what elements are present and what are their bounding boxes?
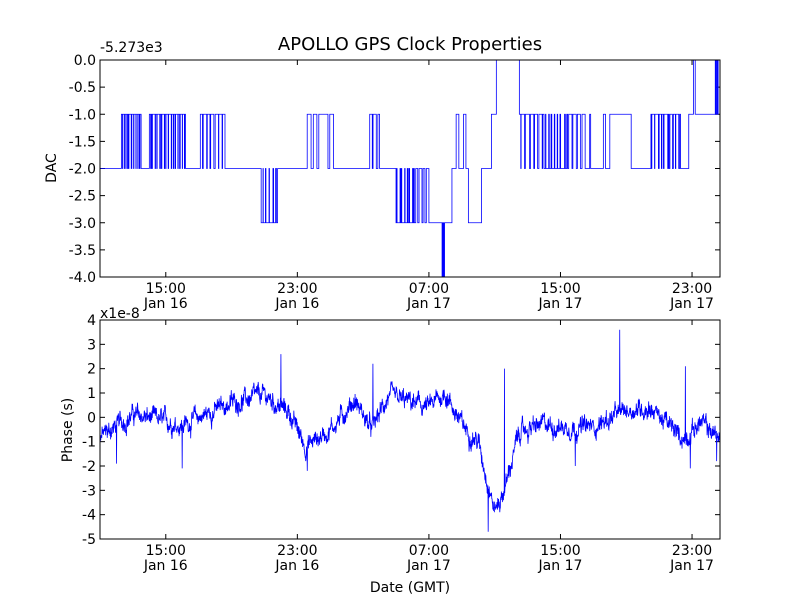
dac-ytick-group: 0.0 -0.5 -1.0 -1.5 -2.0 -2.5 -3.0 -3.5 -4.0 [69,53,720,286]
phase-ytick-label: -5 [82,532,96,548]
dac-xtick-date: Jan 16 [274,296,319,312]
dac-ytick-label: 0.0 [74,53,96,69]
dac-xtick-date: Jan 17 [669,296,714,312]
phase-ytick-label: 3 [87,337,96,353]
phase-xtick-time: 23:00 [277,543,317,559]
dac-xtick-date: Jan 16 [143,296,188,312]
phase-xtick-time: 15:00 [540,543,580,559]
dac-panel: -5.273e3 DAC 0.0 -0.5 -1.0 -1.5 -2.0 -2.5 -3.0… [44,40,721,312]
phase-xtick-date: Jan 17 [669,558,714,574]
dac-ytick-label: -1.5 [69,134,96,150]
dac-xtick-time: 23:00 [672,281,712,297]
dac-ylabel: DAC [44,153,60,183]
dac-xtick-date: Jan 17 [538,296,583,312]
phase-ytick-label: -3 [82,483,96,499]
dac-series-line [100,59,719,278]
phase-ytick-label: 1 [87,386,96,402]
dac-xtick-time: 07:00 [409,281,449,297]
dac-ytick-label: -1.0 [69,107,96,123]
phase-ytick-label: 0 [87,410,96,426]
chart-title: APOLLO GPS Clock Properties [278,34,542,55]
dac-ytick-label: -3.0 [69,216,96,232]
phase-xlabel: Date (GMT) [370,580,450,596]
dac-xtick-time: 15:00 [540,281,580,297]
dac-ytick-label: -0.5 [69,80,96,96]
dac-ytick-label: -4.0 [69,270,96,286]
dac-xtick-time: 23:00 [277,281,317,297]
phase-xtick-date: Jan 17 [406,558,451,574]
dac-axes-frame [99,59,721,278]
phase-xtick-date: Jan 17 [538,558,583,574]
phase-ytick-label: 4 [87,313,96,329]
phase-ytick-group: 4 3 2 1 0 -1 -2 -3 -4 -5 [82,313,720,548]
phase-axes-frame [99,319,721,540]
dac-ytick-label: -2.5 [69,189,96,205]
phase-xtick-time: 23:00 [672,543,712,559]
phase-xtick-date: Jan 16 [274,558,319,574]
phase-series-line [99,329,721,532]
phase-xtick-time: 07:00 [409,543,449,559]
dac-xtick-time: 15:00 [146,281,186,297]
phase-offset-label: x1e-8 [100,306,140,322]
phase-ytick-label: -4 [82,508,96,524]
dac-offset-label: -5.273e3 [100,40,163,56]
phase-ytick-label: 2 [87,362,96,378]
dac-ytick-label: -2.0 [69,162,96,178]
dac-ytick-label: -3.5 [69,243,96,259]
dac-xtick-date: Jan 17 [406,296,451,312]
phase-xtick-time: 15:00 [146,543,186,559]
phase-ytick-label: -1 [82,435,96,451]
phase-ylabel: Phase (s) [60,398,76,462]
phase-ytick-label: -2 [82,459,96,475]
phase-xtick-date: Jan 16 [143,558,188,574]
